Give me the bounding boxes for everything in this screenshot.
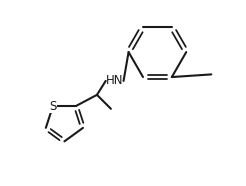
Text: S: S [49, 100, 57, 113]
Text: HN: HN [106, 74, 123, 87]
